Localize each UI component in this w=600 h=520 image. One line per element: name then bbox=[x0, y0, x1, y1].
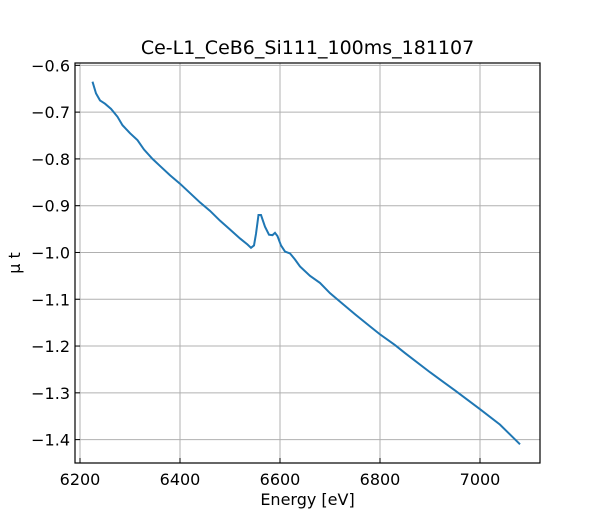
chart-title: Ce-L1_CeB6_Si111_100ms_181107 bbox=[141, 37, 474, 59]
plot-frame bbox=[74, 62, 541, 464]
y-tick-label: −0.9 bbox=[31, 197, 70, 216]
y-tick-label: −1.2 bbox=[31, 337, 70, 356]
y-tick-label: −0.8 bbox=[31, 150, 70, 169]
x-tick-label: 7000 bbox=[460, 470, 501, 489]
x-tick-label: 6200 bbox=[60, 470, 101, 489]
series-line bbox=[91, 81, 521, 446]
y-tick-label: −0.6 bbox=[31, 56, 70, 75]
y-tick-label: −0.7 bbox=[31, 103, 70, 122]
x-tick-label: 6800 bbox=[360, 470, 401, 489]
y-tick-label: −1.1 bbox=[31, 290, 70, 309]
y-tick-label: −1.0 bbox=[31, 243, 70, 262]
x-tick-label: 6400 bbox=[160, 470, 201, 489]
y-tick-label: −1.3 bbox=[31, 384, 70, 403]
y-tick-label: −1.4 bbox=[31, 431, 70, 450]
ticks-layer: 6200 6400 6600 6800 7000 −1.4 −1.3 −1.2 −1.1 −1.0… bbox=[31, 56, 500, 489]
x-axis-label: Energy [eV] bbox=[260, 490, 354, 509]
y-axis-label: μ t bbox=[5, 252, 24, 274]
x-tick-label: 6600 bbox=[260, 470, 301, 489]
